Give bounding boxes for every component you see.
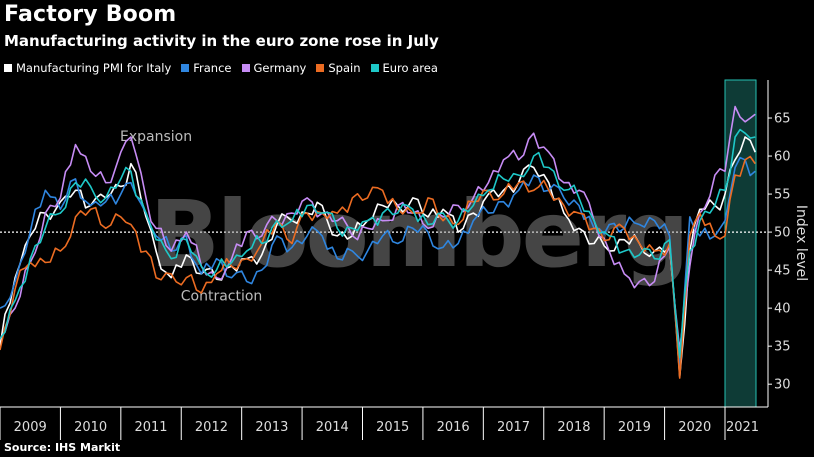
legend-swatch-italy <box>4 64 12 72</box>
chart-title: Factory Boom <box>4 2 177 27</box>
y-tick-label: 65 <box>774 112 791 127</box>
y-tick-label: 40 <box>774 302 791 317</box>
y-tick-label: 55 <box>774 188 791 203</box>
x-tick-label: 2012 <box>195 420 228 435</box>
series-line-germany <box>0 105 756 351</box>
annotations: Expansion Contraction <box>120 129 262 305</box>
legend-swatch-france <box>181 64 190 72</box>
x-tick-label: 2020 <box>678 420 711 435</box>
x-tick-label: 2010 <box>74 420 107 435</box>
series-line-spain <box>0 155 756 379</box>
legend-label-germany: Germany <box>253 61 307 75</box>
legend-label-italy: Manufacturing PMI for Italy <box>16 61 172 75</box>
legend-swatch-germany <box>241 64 250 72</box>
x-tick-label: 2018 <box>557 420 590 435</box>
x-tick-label: 2015 <box>376 420 409 435</box>
y-axis-label: Index level <box>793 205 809 281</box>
x-tick-label: 2013 <box>255 420 288 435</box>
chart-subtitle: Manufacturing activity in the euro zone … <box>4 32 439 50</box>
legend-swatch-spain <box>316 64 325 72</box>
y-tick-label: 45 <box>774 264 791 279</box>
x-tick-label: 2009 <box>14 420 47 435</box>
y-tick-label: 60 <box>774 150 791 165</box>
axis-layer: 30 35 40 45 50 55 60 65 2009 2010 2011 2012 2013 2014… <box>0 80 791 440</box>
series-layer <box>0 105 756 379</box>
legend-item-spain: Spain <box>316 61 361 75</box>
y-tick-label: 50 <box>774 226 791 241</box>
series-line-euro-area <box>0 128 756 359</box>
legend-item-italy: Manufacturing PMI for Italy <box>4 61 171 75</box>
x-tick-label: 2019 <box>618 420 651 435</box>
legend-item-germany: Germany <box>241 61 307 75</box>
legend-item-euro-area: Euro area <box>370 61 438 75</box>
legend-label-france: France <box>193 61 232 75</box>
legend: Manufacturing PMI for Italy France Germa… <box>4 61 438 75</box>
legend-swatch-euro-area <box>370 64 379 72</box>
x-tick-label: 2014 <box>316 420 349 435</box>
legend-item-france: France <box>181 61 232 75</box>
annotation-expansion: Expansion <box>120 129 192 145</box>
legend-label-spain: Spain <box>328 61 361 75</box>
x-tick-label: 2011 <box>134 420 167 435</box>
y-tick-label: 30 <box>774 378 791 393</box>
x-tick-label: 2016 <box>437 420 470 435</box>
x-tick-label: 2017 <box>497 420 530 435</box>
watermark: Bloomberg <box>150 181 686 288</box>
source-note: Source: IHS Markit <box>4 441 121 454</box>
x-tick-label: 2021 <box>726 420 759 435</box>
annotation-contraction: Contraction <box>181 289 263 305</box>
series-line-france <box>0 156 756 370</box>
legend-label-euro-area: Euro area <box>382 61 438 75</box>
y-tick-label: 35 <box>774 340 791 355</box>
